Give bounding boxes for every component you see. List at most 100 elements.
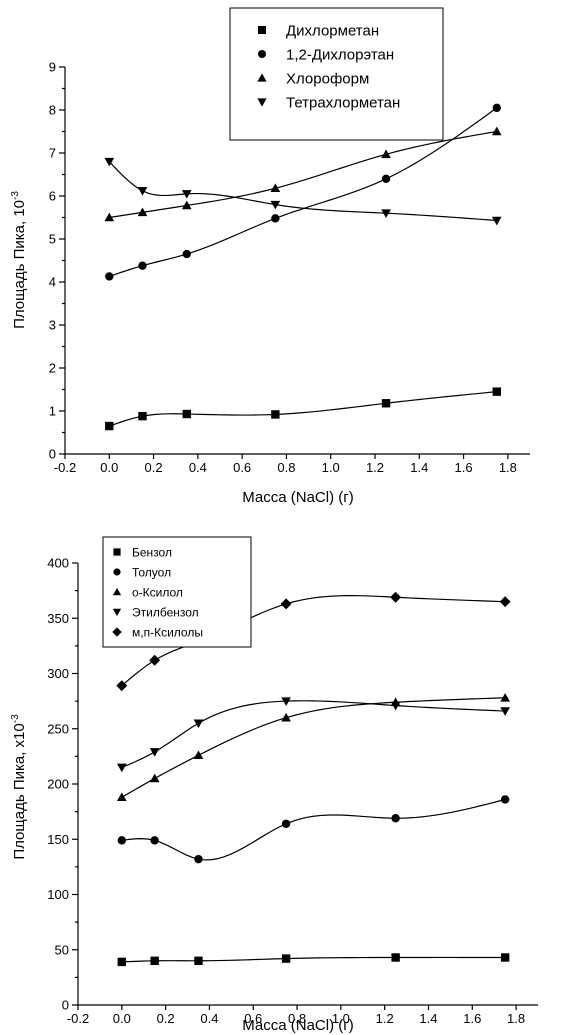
legend-label-1: Дихлорметан [286,22,379,39]
y-tick-label: 5 [49,232,56,247]
series-1-point [138,411,147,421]
x-axis-label: Масса (NaCl) (г) [242,489,353,506]
chart-top: -0.2 0.0 0.2 0.4 0.6 0.8 1.0 1.2 1.4 1.6 1.8 0 1 2 3 4 5… [10,7,530,506]
series-3-curve [109,130,497,219]
series-4-point [181,190,192,199]
x-tick-label: 1.4 [419,1011,437,1026]
series-1-point [105,421,114,431]
legend-marker-4 [257,98,267,107]
series-3-point [491,126,502,136]
x-tick-label: -0.2 [54,460,76,475]
series-4-point [193,719,204,729]
series-2-point [105,272,114,281]
legend-marker-2 [258,50,266,58]
y-axis-label: Площадь Пика, 10-3 [10,191,28,329]
series-4-curve [121,700,506,768]
series-2-point [391,814,400,823]
series-2-point [194,854,203,864]
y-tick-label: 3 [49,318,56,333]
series-3-point [181,200,192,210]
x-tick-label: 1.8 [507,1011,525,1026]
y-axis-label-text: Площадь Пика, x10 [11,723,28,859]
series-2-point [271,214,280,223]
y-tick-label: 6 [49,189,56,204]
series-3-point [281,712,291,722]
series-3-point [104,212,115,222]
series-5-point [280,598,292,610]
series-1-point [492,387,501,396]
legend-label-5: м,п-Ксилолы [132,625,203,639]
y-tick-label: 0 [62,998,69,1013]
legend-box [102,536,252,648]
series-3-point [193,750,204,760]
series-2-point [150,836,159,845]
x-tick-label: 0.0 [100,460,118,475]
y-tick-label: 50 [55,942,69,957]
series-4-point [381,209,391,219]
x-tick-label: 0.2 [157,1011,175,1026]
chart-bottom: -0.2 0.0 0.2 0.4 0.6 0.8 1.0 1.2 1.4 1.6 1.8 0 50 100… [10,536,538,1034]
series-1-curve [109,391,497,427]
y-tick-label: 1 [49,404,56,419]
series-4-point [270,200,281,210]
series-2-point [138,261,147,270]
y-axis-label: Площадь Пика, x10-3 [10,714,28,860]
series-4-point [149,748,160,757]
y-axis-label-exponent: -3 [10,191,21,200]
series-3-point [116,792,127,802]
series-1-point [381,399,391,408]
series-4-curve [108,161,497,222]
x-tick-label: 0.8 [277,460,295,475]
series-1-point [194,956,203,965]
y-tick-label: 8 [49,103,56,118]
x-tick-label: 1.2 [366,460,384,475]
series-1-curve [121,956,506,963]
legend-label-3: Хлороформ [286,70,369,87]
series-4-point [500,707,510,716]
legend-label-1: Бензол [132,545,172,559]
y-tick-label: 7 [49,146,56,161]
series-3-point [137,207,148,217]
x-tick-label: 1.0 [322,460,340,475]
series-3-curve [121,697,506,798]
x-axis-label: Масса (NaCl) (г) [242,1017,353,1034]
y-axis-label-exponent: -3 [10,714,21,723]
y-tick-label: 300 [47,666,69,681]
y-tick-label: 150 [47,832,69,847]
series-1-point [391,953,400,962]
x-tick-label: 0.0 [113,1011,131,1026]
series-4-point [491,216,502,226]
x-tick-label: 1.4 [410,460,428,475]
series-2-point [117,836,127,845]
legend-marker-3 [257,73,267,82]
x-tick-label: 0.4 [189,460,207,475]
series-5-point [499,596,511,608]
x-tick-label: 1.6 [463,1011,481,1026]
series-4-point [137,187,148,196]
y-axis-label-text: Площадь Пика, 10 [11,200,28,329]
series-1-point [182,409,191,419]
x-tick-label: 1.6 [455,460,473,475]
series-5-point [149,654,161,666]
series-5-point [390,591,402,603]
legend-marker-5 [112,627,122,637]
legend-label-4: Этилбензол [132,605,199,619]
y-tick-label: 400 [47,556,69,571]
series-3-point [270,183,281,193]
series-3-point [149,773,160,783]
series-1-point [150,956,159,965]
y-tick-label: 4 [49,275,56,290]
series-4-point [281,697,291,706]
x-tick-label: 1.0 [332,1011,350,1026]
x-tick-label: 1.2 [376,1011,394,1026]
series-4-point [104,157,115,167]
legend-marker-3 [112,587,122,596]
y-tick-label: 0 [49,447,56,462]
series-4-point [390,701,401,711]
series-3-point [500,692,510,702]
series-4-point [116,763,127,773]
legend-marker-1 [258,26,266,34]
x-tick-label: 0.8 [288,1011,306,1026]
legend-label-3: о-Ксилол [132,585,183,599]
legend-label-2: Толуол [132,565,171,579]
